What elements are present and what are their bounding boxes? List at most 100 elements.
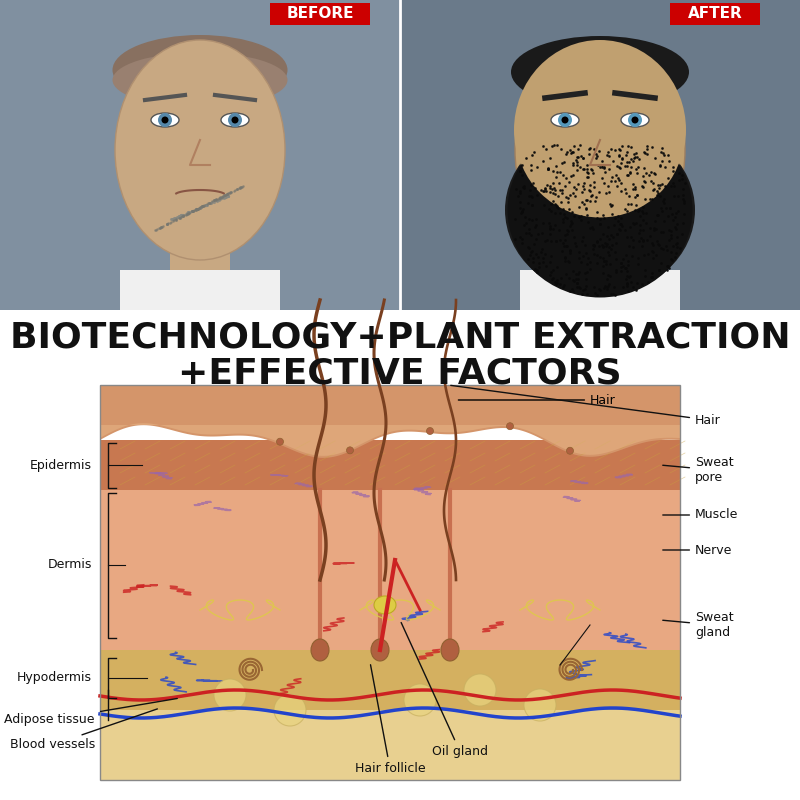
Polygon shape	[100, 385, 680, 458]
Point	[610, 263, 622, 276]
Ellipse shape	[113, 53, 287, 107]
Point	[219, 190, 232, 203]
Point	[567, 274, 580, 287]
Point	[605, 229, 618, 242]
Point	[594, 161, 606, 174]
Text: Dermis: Dermis	[48, 558, 92, 571]
Point	[558, 207, 570, 220]
Point	[621, 145, 634, 158]
Point	[669, 221, 682, 234]
Point	[654, 159, 666, 172]
Point	[213, 191, 226, 204]
Point	[634, 232, 647, 245]
Point	[523, 223, 536, 236]
Point	[654, 226, 667, 238]
Point	[220, 188, 233, 201]
Point	[558, 254, 571, 267]
Point	[636, 205, 649, 218]
Point	[210, 194, 223, 207]
Point	[652, 264, 665, 277]
Point	[165, 215, 178, 228]
Point	[550, 159, 562, 172]
Point	[544, 204, 557, 217]
Point	[224, 186, 237, 198]
Point	[579, 246, 592, 259]
Point	[235, 180, 248, 193]
Text: Sweat
gland: Sweat gland	[662, 611, 734, 639]
Point	[547, 272, 560, 285]
Point	[601, 281, 614, 294]
Point	[176, 208, 189, 221]
Point	[562, 176, 575, 189]
Point	[522, 213, 535, 226]
Point	[563, 245, 576, 258]
Point	[656, 142, 669, 154]
Point	[557, 281, 570, 294]
Point	[572, 246, 585, 258]
Point	[190, 203, 202, 216]
Point	[587, 243, 600, 256]
Point	[210, 194, 222, 206]
Point	[537, 252, 550, 265]
Point	[630, 162, 642, 175]
Point	[677, 216, 690, 229]
Point	[597, 252, 610, 265]
Point	[617, 281, 630, 294]
Point	[627, 147, 640, 160]
Point	[667, 160, 680, 173]
Ellipse shape	[516, 53, 684, 218]
Point	[514, 195, 526, 208]
Point	[222, 186, 235, 199]
Circle shape	[506, 422, 514, 430]
Point	[568, 210, 581, 222]
Point	[558, 250, 571, 263]
Point	[613, 142, 626, 155]
Point	[209, 194, 222, 206]
Point	[582, 183, 595, 196]
Point	[526, 177, 539, 190]
Point	[641, 147, 654, 160]
Point	[598, 162, 610, 174]
Point	[172, 210, 185, 223]
Point	[634, 223, 646, 236]
Point	[653, 238, 666, 251]
Point	[665, 232, 678, 245]
Point	[208, 194, 221, 207]
Point	[554, 207, 566, 220]
Point	[605, 199, 618, 212]
Point	[602, 186, 615, 198]
Text: AFTER: AFTER	[688, 6, 742, 22]
Point	[677, 193, 690, 206]
Point	[600, 239, 613, 252]
Point	[558, 251, 571, 264]
Point	[669, 250, 682, 263]
Circle shape	[231, 117, 238, 123]
Point	[638, 146, 651, 159]
Point	[601, 230, 614, 242]
Point	[179, 207, 192, 220]
Point	[194, 202, 206, 214]
Point	[597, 161, 610, 174]
Point	[601, 238, 614, 250]
Point	[615, 257, 628, 270]
Point	[678, 196, 690, 209]
Point	[584, 185, 597, 198]
Point	[516, 159, 529, 172]
Circle shape	[464, 674, 496, 706]
Point	[651, 237, 664, 250]
Point	[599, 237, 612, 250]
Point	[528, 220, 541, 233]
Point	[599, 165, 612, 178]
Point	[560, 212, 573, 225]
Point	[605, 174, 618, 187]
Circle shape	[158, 113, 172, 127]
Point	[174, 209, 187, 222]
Point	[666, 240, 679, 253]
Point	[549, 199, 562, 212]
Point	[527, 146, 540, 158]
Point	[578, 238, 591, 251]
Point	[576, 250, 589, 262]
Bar	[570, 230, 630, 310]
Point	[610, 227, 623, 240]
Point	[607, 280, 620, 293]
